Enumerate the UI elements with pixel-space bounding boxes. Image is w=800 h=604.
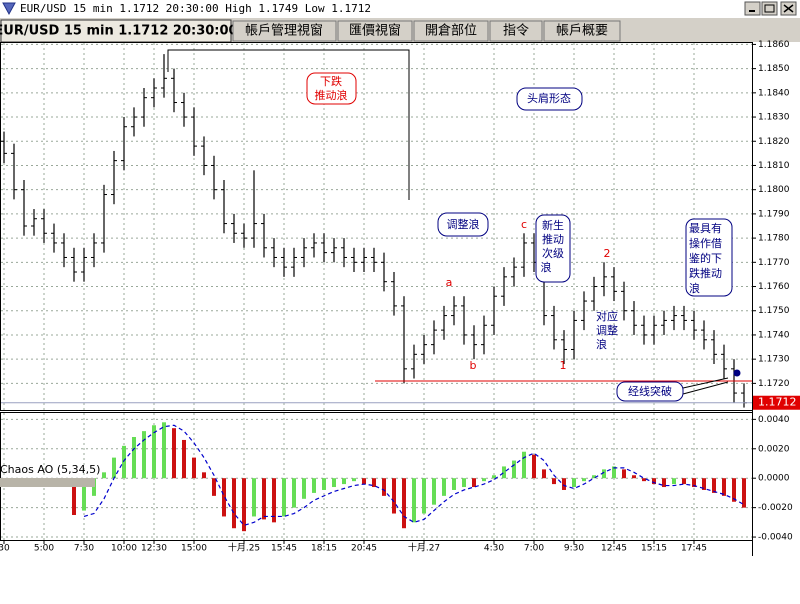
wave-label: 1 [560,359,567,372]
x-tick-label: 15:00 [181,544,207,554]
maximize-button[interactable] [761,1,778,16]
minimize-button[interactable] [744,1,761,16]
indicator-zero-band [0,478,95,487]
tab[interactable] [232,20,337,42]
y-tick-label: 0.0020 [758,444,790,454]
wave-label: a [446,276,453,289]
tab-label: 帳戶管理視窗 [245,23,323,39]
annotation-text: 浪 [689,281,700,295]
y-tick-label: 1.1820 [758,137,790,147]
annotation-box [516,87,583,111]
wave-label: b [470,359,477,372]
x-tick-label: 30 [0,544,10,554]
y-tick-label: 0.0000 [758,474,790,484]
title-bar [0,0,800,18]
tab[interactable] [543,20,621,42]
y-tick-label: 0.0040 [758,415,790,425]
annotation-text: 操作借 [689,236,722,250]
y-tick-label: 1.1850 [758,64,790,74]
annotation-text: 对应 [596,309,618,323]
x-tick-label: 10:00 [111,544,137,554]
tab[interactable] [337,20,413,42]
annotation-box [306,72,357,105]
grid-layer [1,43,752,540]
annotation-text: 次级 [542,246,564,260]
annotation-text: 最具有 [689,221,722,235]
wave-label: c [521,218,527,231]
y-tick-label: -0.0040 [758,533,793,543]
x-tick-label: 9:30 [564,544,584,554]
x-tick-label: 12:30 [141,544,167,554]
x-tick-label: 20:45 [351,544,377,554]
annotation-text: 浪 [596,337,607,351]
window-title: EUR/USD 15 min 1.1712 20:30:00 High 1.17… [20,2,371,15]
indicator-title: Chaos AO (5,34,5) [0,463,100,476]
annotation-text: 推动 [542,232,564,246]
last-price-label: 1.1712 [758,396,797,409]
annotation-text: 浪 [541,260,552,274]
y-tick-label: 1.1810 [758,161,790,171]
y-tick-label: 1.1800 [758,185,790,195]
close-icon [783,4,794,13]
y-tick-label: 1.1860 [758,40,790,50]
x-tick-label: 7:00 [524,544,544,554]
pointer-line [682,377,729,395]
x-tick-label: 12:45 [601,544,627,554]
wave-outline [167,49,410,200]
mark-layer [1,54,752,532]
annotation-text: 经线突破 [628,384,672,398]
y-tick-label: 1.1760 [758,282,790,292]
last-price-box [753,395,800,410]
y-tick-label: -0.0020 [758,503,793,513]
x-tick-label: 5:00 [34,544,54,554]
y-tick-label: 1.1750 [758,306,790,316]
window-buttons [744,1,797,16]
x-tick-label: 4:30 [484,544,504,554]
y-tick-label: 1.1730 [758,355,790,365]
annotation-text: 头肩形态 [527,91,571,105]
annotations: 下跌 推动浪 头肩形态 调整浪 a b c 新生 推动 次级 浪 1 2 对应 … [306,72,741,402]
x-tick-label: 15:45 [271,544,297,554]
breakout-dot [733,369,741,377]
y-tick-label: 1.1790 [758,209,790,219]
y-tick-label: 1.1740 [758,330,790,340]
app-icon [2,2,16,16]
annotation-box [616,381,684,402]
annotation-text: 新生 [542,218,564,232]
y-tick-label: 1.1720 [758,379,790,389]
annotation-text: 调整 [596,323,618,337]
maximize-icon [764,4,775,13]
x-tick-label: 7:30 [74,544,94,554]
annotation-text: 鉴的下 [689,251,722,265]
wave-label: 2 [604,247,611,260]
y-tick-label: 1.1830 [758,113,790,123]
annotation-box [437,212,489,237]
x-tick-label: 18:15 [311,544,337,554]
x-tick-label: 十月.25 [228,542,260,554]
y-tick-label: 1.1840 [758,88,790,98]
annotation-box [535,214,571,283]
annotation-text: 调整浪 [447,217,480,231]
annotation-text: 下跌 [320,74,342,88]
annotation-box [685,218,733,297]
tab-label: 開倉部位 [425,24,477,39]
x-tick-label: 十月.27 [408,542,440,554]
x-tick-label: 17:45 [681,544,707,554]
y-tick-label: 1.1780 [758,234,790,244]
tab[interactable] [413,20,489,42]
tab[interactable] [489,20,543,42]
y-tick-label: 1.1770 [758,258,790,268]
ao-signal-line [83,424,745,526]
tab-label: 帳戶概要 [556,24,608,39]
tab-label: EUR/USD 15 min 1.1712 20:30:00 [0,24,238,39]
x-tick-label: 15:15 [641,544,667,554]
annotation-text: 跌推动 [689,266,722,280]
tab-label: 指令 [503,24,529,39]
tab-label: 匯價視窗 [349,23,401,39]
price-panel [0,42,753,411]
annotation-text: 推动浪 [315,88,348,102]
